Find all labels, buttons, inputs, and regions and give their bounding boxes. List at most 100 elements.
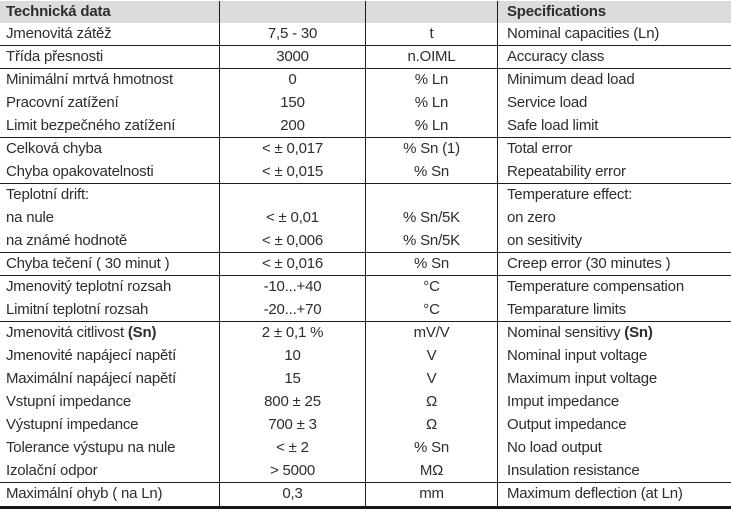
row-unit: % Sn bbox=[365, 437, 497, 460]
row-label-text: Výstupní impedance bbox=[6, 416, 139, 433]
row-unit-text: % Ln bbox=[414, 94, 449, 111]
row-unit-text: % Sn/5K bbox=[403, 232, 460, 249]
row-spec-en: Creep error (30 minutes ) bbox=[497, 253, 731, 275]
row-label-text: na známé hodnotě bbox=[6, 232, 128, 249]
row-label-cs: Chyba opakovatelnosti bbox=[0, 161, 219, 183]
row-value: 200 bbox=[219, 115, 365, 137]
row-unit-text: °C bbox=[423, 278, 440, 295]
table-row: Tolerance výstupu na nule < ± 2 % Sn No … bbox=[0, 437, 731, 460]
row-value: 3000 bbox=[219, 46, 365, 68]
row-unit: % Sn bbox=[365, 161, 497, 183]
row-value: -20...+70 bbox=[219, 299, 365, 321]
header-unit-col bbox=[365, 1, 497, 23]
row-label-cs: na nule bbox=[0, 207, 219, 230]
header-english-title: Specifications bbox=[497, 1, 731, 23]
row-unit-text: % Ln bbox=[414, 117, 449, 134]
row-value-text: > 5000 bbox=[269, 462, 316, 479]
row-unit-text: mm bbox=[419, 485, 444, 502]
table-row: Limitní teplotní rozsah -20...+70 °C Tem… bbox=[0, 299, 731, 322]
row-unit-text: % Sn (1) bbox=[403, 140, 460, 157]
row-unit: Ω bbox=[365, 391, 497, 414]
row-spec-en: Maximum input voltage bbox=[497, 368, 731, 391]
row-label-cs: Celková chyba bbox=[0, 138, 219, 161]
row-value: < ± 2 bbox=[219, 437, 365, 460]
row-unit: °C bbox=[365, 276, 497, 299]
row-spec-en: on zero bbox=[497, 207, 731, 230]
row-value-text: 150 bbox=[280, 94, 305, 111]
row-value: 7,5 - 30 bbox=[219, 23, 365, 45]
row-unit-text: % Sn bbox=[413, 163, 450, 180]
table-row: Třída přesnosti 3000 n.OIML Accuracy cla… bbox=[0, 46, 731, 69]
row-label-cs: Minimální mrtvá hmotnost bbox=[0, 69, 219, 92]
row-value-text: 0 bbox=[288, 71, 297, 88]
row-unit: % Ln bbox=[365, 69, 497, 92]
row-spec-text: Insulation resistance bbox=[507, 462, 640, 479]
row-spec-en: on sesitivity bbox=[497, 230, 731, 252]
row-label-cs: Jmenovitý teplotní rozsah bbox=[0, 276, 219, 299]
row-label-cs: Jmenovité napájecí napětí bbox=[0, 345, 219, 368]
row-label-cs: Pracovní zatížení bbox=[0, 92, 219, 115]
row-value-text: 3000 bbox=[276, 48, 309, 65]
row-value: < ± 0,015 bbox=[219, 161, 365, 183]
row-label-text: Jmenovitý teplotní rozsah bbox=[6, 278, 172, 295]
row-unit: % Sn bbox=[365, 253, 497, 275]
row-unit: V bbox=[365, 368, 497, 391]
row-spec-text: Maximum input voltage bbox=[507, 370, 658, 387]
row-value-text: 10 bbox=[284, 347, 301, 364]
row-spec-en: Temperature effect: bbox=[497, 184, 731, 207]
row-label-cs: Maximální napájecí napětí bbox=[0, 368, 219, 391]
row-label-text: Vstupní impedance bbox=[6, 393, 132, 410]
row-unit: t bbox=[365, 23, 497, 45]
table-row: Izolační odpor > 5000 MΩ Insulation resi… bbox=[0, 460, 731, 483]
row-label-cs: Chyba tečení ( 30 minut ) bbox=[0, 253, 219, 275]
row-value-text: -10...+40 bbox=[263, 278, 322, 295]
row-spec-en: Accuracy class bbox=[497, 46, 731, 68]
row-value-text: 0,3 bbox=[282, 485, 303, 502]
row-label-text: Izolační odpor bbox=[6, 462, 98, 479]
row-spec-bold-text: (Sn) bbox=[624, 324, 653, 341]
row-spec-text: Creep error (30 minutes ) bbox=[507, 255, 671, 272]
row-spec-text: Temperature compensation bbox=[507, 278, 684, 295]
row-spec-text: Maximum deflection (at Ln) bbox=[507, 485, 683, 502]
row-unit-text: MΩ bbox=[419, 462, 444, 479]
row-spec-text: Service load bbox=[507, 94, 588, 111]
row-spec-en: Output impedance bbox=[497, 414, 731, 437]
row-value: < ± 0,006 bbox=[219, 230, 365, 252]
row-spec-en: Insulation resistance bbox=[497, 460, 731, 482]
table-row: Vstupní impedance 800 ± 25 Ω Imput imped… bbox=[0, 391, 731, 414]
row-unit: % Sn/5K bbox=[365, 230, 497, 252]
row-spec-text: Minimum dead load bbox=[507, 71, 635, 88]
row-value-text: 800 ± 25 bbox=[264, 393, 321, 410]
table-row: Jmenovitá zátěž 7,5 - 30 t Nominal capac… bbox=[0, 23, 731, 46]
row-spec-text: Nominal capacities (Ln) bbox=[507, 25, 660, 42]
table-row: Celková chyba < ± 0,017 % Sn (1) Total e… bbox=[0, 138, 731, 161]
row-value-text: 200 bbox=[280, 117, 305, 134]
row-label-text: Jmenovitá zátěž bbox=[6, 25, 112, 42]
row-label-bold-text: (Sn) bbox=[127, 324, 157, 341]
row-unit-text: % Sn/5K bbox=[403, 209, 460, 226]
row-spec-text: on zero bbox=[507, 209, 556, 226]
table-row: Limit bezpečného zatížení 200 % Ln Safe … bbox=[0, 115, 731, 138]
row-spec-text: Repeatability error bbox=[507, 163, 626, 180]
row-spec-en: Nominal sensitivy (Sn) bbox=[497, 322, 731, 345]
row-label-text: Třída přesnosti bbox=[6, 48, 104, 65]
row-value: < ± 0,01 bbox=[219, 207, 365, 230]
row-value: 150 bbox=[219, 92, 365, 115]
row-unit-text: % Ln bbox=[414, 71, 449, 88]
row-label-cs: Výstupní impedance bbox=[0, 414, 219, 437]
row-value-text: < ± 2 bbox=[276, 439, 309, 456]
row-spec-en: Nominal capacities (Ln) bbox=[497, 23, 731, 45]
row-spec-en: Imput impedance bbox=[497, 391, 731, 414]
table-body: Jmenovitá zátěž 7,5 - 30 t Nominal capac… bbox=[0, 23, 731, 506]
row-spec-text: Accuracy class bbox=[507, 48, 605, 65]
row-label-text: Jmenovitá citlivost bbox=[6, 324, 128, 341]
row-label-cs: Třída přesnosti bbox=[0, 46, 219, 68]
table-row: Teplotní drift: Temperature effect: bbox=[0, 184, 731, 207]
row-label-text: Pracovní zatížení bbox=[6, 94, 119, 111]
row-unit: mV/V bbox=[365, 322, 497, 345]
row-spec-text: Total error bbox=[507, 140, 573, 157]
row-value-text: 700 ± 3 bbox=[268, 416, 317, 433]
row-label-cs: Limitní teplotní rozsah bbox=[0, 299, 219, 321]
row-value: 15 bbox=[219, 368, 365, 391]
row-spec-en: Temperature compensation bbox=[497, 276, 731, 299]
